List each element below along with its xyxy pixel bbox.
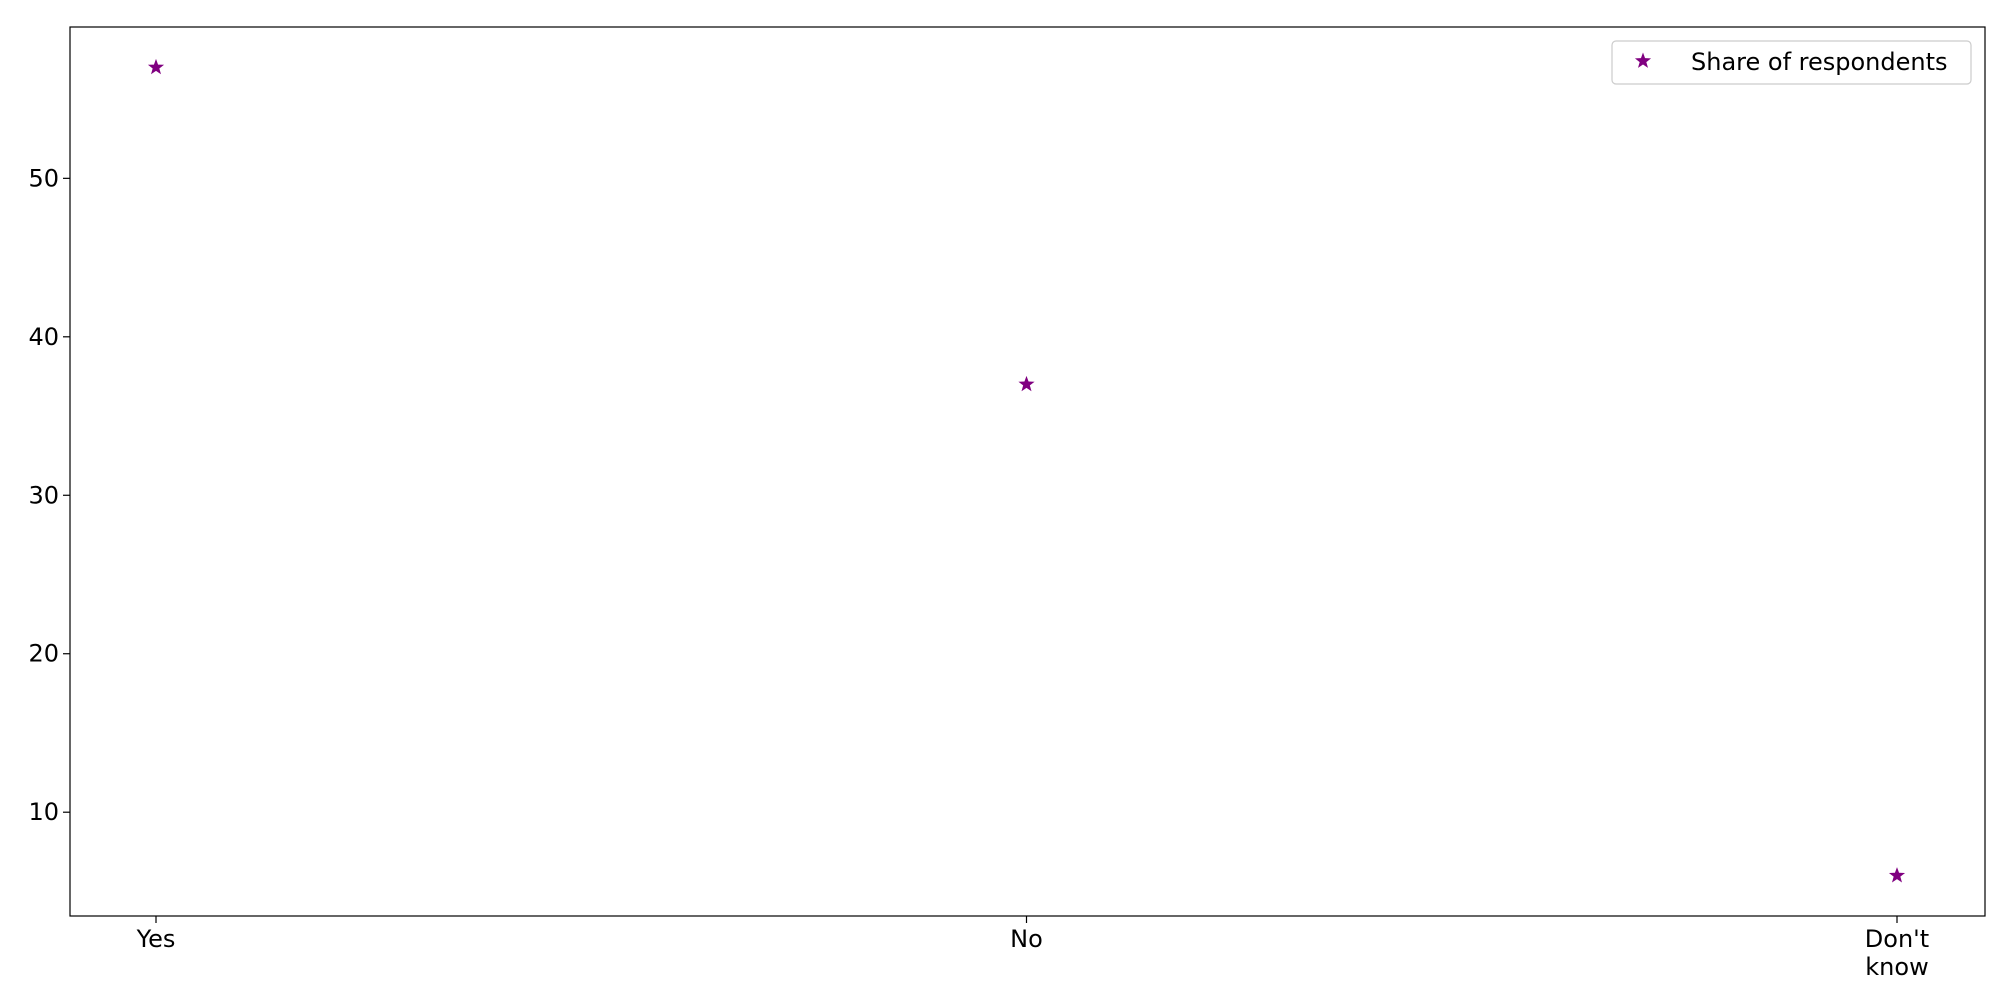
y-tick-label: 10	[28, 798, 59, 826]
x-tick-label: Yes	[136, 925, 176, 953]
y-tick-label: 40	[28, 323, 59, 351]
x-tick-label: Don't	[1865, 925, 1929, 953]
y-tick-label: 20	[28, 640, 59, 668]
legend-label: Share of respondents	[1691, 48, 1948, 76]
y-tick-label: 30	[28, 481, 59, 509]
legend: Share of respondents	[1612, 41, 1971, 84]
y-tick-label: 50	[28, 164, 59, 192]
x-tick-label: know	[1865, 953, 1928, 981]
x-tick-label: No	[1010, 925, 1043, 953]
